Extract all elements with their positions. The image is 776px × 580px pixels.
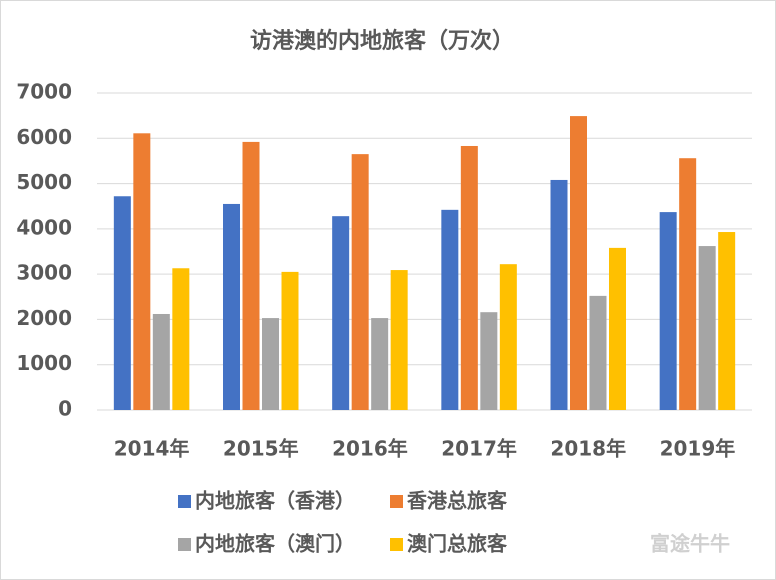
bar: [460, 145, 478, 410]
watermark: 富途牛牛: [650, 532, 730, 556]
bar: [351, 154, 369, 410]
x-tick-label: 2017年: [441, 437, 517, 461]
y-tick-label: 7000: [16, 80, 72, 104]
bar: [152, 313, 170, 410]
bar: [133, 133, 151, 410]
y-tick-label: 0: [58, 397, 72, 421]
legend-label: 澳门总旅客: [407, 532, 508, 556]
bar: [223, 203, 240, 410]
bar: [659, 212, 677, 410]
bar: [242, 141, 260, 410]
bar: [332, 216, 350, 410]
chart-title: 访港澳的内地旅客（万次）: [250, 28, 514, 54]
legend-swatch: [390, 538, 403, 551]
legend-swatch: [178, 495, 191, 508]
y-tick-label: 3000: [16, 261, 72, 285]
bar: [390, 270, 408, 410]
legend-label: 香港总旅客: [407, 489, 508, 513]
x-tick-label: 2018年: [550, 437, 626, 461]
bar: [480, 312, 498, 410]
bar: [698, 246, 716, 410]
y-tick-label: 1000: [16, 351, 72, 375]
x-tick-label: 2015年: [223, 437, 299, 461]
bar: [550, 179, 568, 410]
y-tick-label: 2000: [16, 306, 72, 330]
bar: [441, 209, 459, 410]
legend-label: 内地旅客（香港）: [195, 489, 355, 513]
legend-label: 内地旅客（澳门）: [195, 532, 355, 556]
bar: [371, 318, 389, 410]
bar: [570, 116, 587, 411]
legend-swatch: [178, 538, 191, 551]
y-tick-label: 4000: [16, 215, 72, 239]
y-tick-label: 6000: [16, 125, 72, 149]
x-tick-label: 2016年: [332, 437, 408, 461]
legend-swatch: [390, 495, 403, 508]
bar: [718, 232, 736, 410]
x-tick-label: 2014年: [114, 437, 190, 461]
bar: [589, 295, 607, 410]
bar: [499, 264, 517, 410]
bar: [609, 247, 626, 410]
x-tick-label: 2019年: [660, 437, 736, 461]
bar: [113, 196, 131, 410]
bar: [281, 271, 299, 410]
y-tick-label: 5000: [16, 170, 72, 194]
bar: [172, 268, 190, 410]
bar: [679, 158, 697, 410]
bar: [262, 318, 279, 410]
